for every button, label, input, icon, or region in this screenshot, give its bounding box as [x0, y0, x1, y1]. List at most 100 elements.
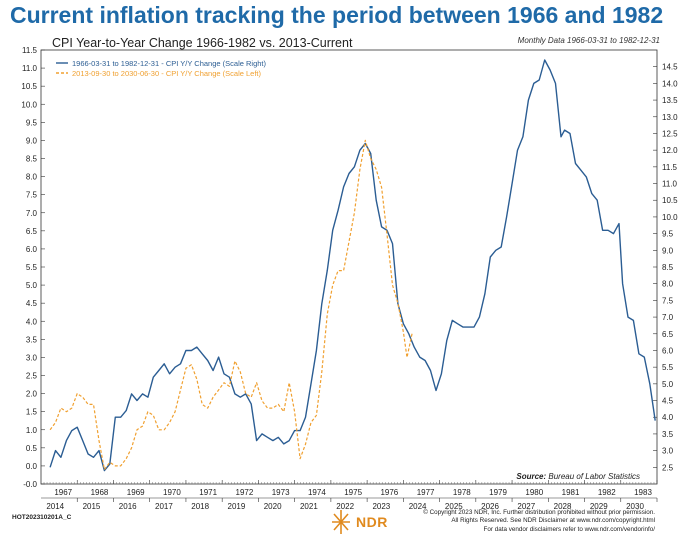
x-axis-tick-label-top: 1970	[163, 488, 181, 497]
x-axis-tick-label-top: 1969	[127, 488, 145, 497]
left-axis-tick-label: 2.5	[26, 372, 38, 381]
x-axis-tick-label-top: 1975	[344, 488, 362, 497]
source-note: Source: Bureau of Labor Statistics	[516, 472, 640, 481]
source-value: Bureau of Labor Statistics	[548, 472, 640, 481]
x-axis-tick-label-bottom: 2018	[191, 502, 209, 511]
x-axis-tick-label-bottom: 2026	[481, 502, 499, 511]
x-axis-tick-label-bottom: 2015	[83, 502, 101, 511]
right-axis-tick-label: 13.5	[662, 96, 678, 105]
right-axis-tick-label: 10.5	[662, 196, 678, 205]
right-axis-tick-label: 8.5	[662, 263, 674, 272]
x-axis-tick-label-top: 1982	[598, 488, 616, 497]
series-line-1966-1982	[49, 59, 656, 472]
x-axis-tick-label-top: 1978	[453, 488, 471, 497]
left-axis-tick-label: 10.0	[21, 100, 37, 109]
x-axis-tick-label-top: 1967	[54, 488, 72, 497]
left-axis-tick-label: 3.0	[26, 353, 38, 362]
right-axis-tick-label: 14.0	[662, 79, 678, 88]
copyright-line-3: For data vendor disclaimers refer to www…	[483, 525, 656, 533]
right-axis-tick-label: 11.5	[662, 163, 678, 172]
copyright-line-2: All Rights Reserved. See NDR Disclaimer …	[451, 517, 655, 525]
legend-entry: 2013-09-30 to 2030-06-30 - CPI Y/Y Chang…	[72, 69, 262, 78]
chart-subtitle: CPI Year-to-Year Change 1966-1982 vs. 20…	[52, 36, 353, 50]
x-axis-tick-label-bottom: 2023	[372, 502, 390, 511]
right-axis-tick-label: 12.5	[662, 129, 678, 138]
right-axis-tick-label: 2.5	[662, 463, 674, 472]
x-axis-tick-label-bottom: 2027	[517, 502, 535, 511]
left-axis-tick-label: 9.5	[26, 118, 38, 127]
left-axis-tick-label: 7.5	[26, 191, 38, 200]
chart-code: HOT202310201A_C	[12, 514, 72, 521]
x-axis-tick-label-bottom: 2021	[300, 502, 318, 511]
ndr-star-icon	[332, 510, 350, 534]
x-axis-tick-label-bottom: 2022	[336, 502, 354, 511]
left-axis-tick-label: 11.0	[22, 64, 38, 73]
right-axis-tick-label: 9.0	[662, 246, 674, 255]
left-axis-tick-label: 7.0	[26, 209, 38, 218]
right-axis-tick-label: 5.0	[662, 380, 674, 389]
right-axis-tick-label: 4.5	[662, 397, 674, 406]
left-axis-tick-label: 1.5	[26, 408, 38, 417]
x-axis-tick-label-bottom: 2030	[626, 502, 644, 511]
x-axis-tick-label-top: 1971	[199, 488, 217, 497]
right-axis-tick-label: 9.5	[662, 230, 674, 239]
x-axis-tick-label-top: 1983	[634, 488, 652, 497]
x-axis-tick-label-bottom: 2020	[264, 502, 282, 511]
right-axis-tick-label: 4.0	[662, 413, 674, 422]
x-axis-tick-label-bottom: 2019	[228, 502, 246, 511]
left-axis-tick-label: 4.0	[26, 317, 38, 326]
right-axis-tick-label: 10.0	[662, 213, 678, 222]
right-axis-tick-label: 7.5	[662, 296, 674, 305]
left-axis-tick-label: 0.5	[26, 444, 38, 453]
ndr-logo: NDR	[330, 508, 388, 536]
copyright-line-1: © Copyright 2023 NDR, Inc. Further distr…	[423, 509, 655, 516]
right-axis-tick-label: 11.0	[662, 180, 678, 189]
left-axis-tick-label: 8.5	[26, 155, 38, 164]
right-axis-tick-label: 6.0	[662, 346, 674, 355]
right-axis-tick-label: 8.0	[662, 280, 674, 289]
x-axis-tick-label-bottom: 2029	[590, 502, 608, 511]
right-axis-tick-label: 3.5	[662, 430, 674, 439]
right-axis-tick-label: 12.0	[662, 146, 678, 155]
x-axis-tick-label-bottom: 2014	[46, 502, 64, 511]
left-axis-tick-label: 6.5	[26, 227, 38, 236]
right-axis-tick-label: 13.0	[662, 113, 678, 122]
left-axis-tick-label: 0.0	[26, 462, 38, 471]
left-axis-tick-label: 8.0	[26, 173, 38, 182]
x-axis-tick-label-top: 1979	[489, 488, 507, 497]
headline: Current inflation tracking the period be…	[10, 2, 664, 28]
x-axis-tick-label-bottom: 2016	[119, 502, 137, 511]
left-axis-tick-label: 9.0	[26, 136, 38, 145]
left-axis-tick-label: 5.5	[26, 263, 38, 272]
x-axis-tick-label-top: 1976	[380, 488, 398, 497]
x-axis-tick-label-top: 1968	[91, 488, 109, 497]
left-axis-tick-label: 1.0	[26, 426, 38, 435]
left-axis-tick-label: 5.0	[26, 281, 38, 290]
x-axis-tick-label-top: 1972	[236, 488, 254, 497]
monthly-data-note: Monthly Data 1966-03-31 to 1982-12-31	[517, 36, 660, 45]
x-axis-tick-label-bottom: 2024	[409, 502, 427, 511]
right-axis-tick-label: 7.0	[662, 313, 674, 322]
x-axis-tick-label-bottom: 2025	[445, 502, 463, 511]
left-axis-tick-label: -0.0	[23, 480, 37, 489]
x-axis-tick-label-bottom: 2028	[554, 502, 572, 511]
left-axis-tick-label: 4.5	[26, 299, 38, 308]
source-label: Source:	[516, 472, 547, 481]
right-axis-tick-label: 3.0	[662, 447, 674, 456]
x-axis-tick-label-top: 1974	[308, 488, 326, 497]
plot-frame	[40, 49, 658, 485]
ndr-logo-text: NDR	[356, 514, 388, 530]
x-axis-tick-label-top: 1973	[272, 488, 290, 497]
legend-entry: 1966-03-31 to 1982-12-31 - CPI Y/Y Chang…	[72, 59, 267, 68]
series-line-2013-current	[49, 139, 413, 471]
x-axis-tick-label-bottom: 2017	[155, 502, 173, 511]
x-axis-tick-label-top: 1980	[525, 488, 543, 497]
left-axis-tick-label: 11.5	[22, 46, 38, 55]
x-axis-tick-label-top: 1977	[417, 488, 435, 497]
right-axis-tick-label: 6.5	[662, 330, 674, 339]
x-axis-tick-label-top: 1981	[562, 488, 580, 497]
left-axis-tick-label: 3.5	[26, 335, 38, 344]
copyright-block: © Copyright 2023 NDR, Inc. Further distr…	[423, 509, 655, 534]
left-axis-tick-label: 6.0	[26, 245, 38, 254]
